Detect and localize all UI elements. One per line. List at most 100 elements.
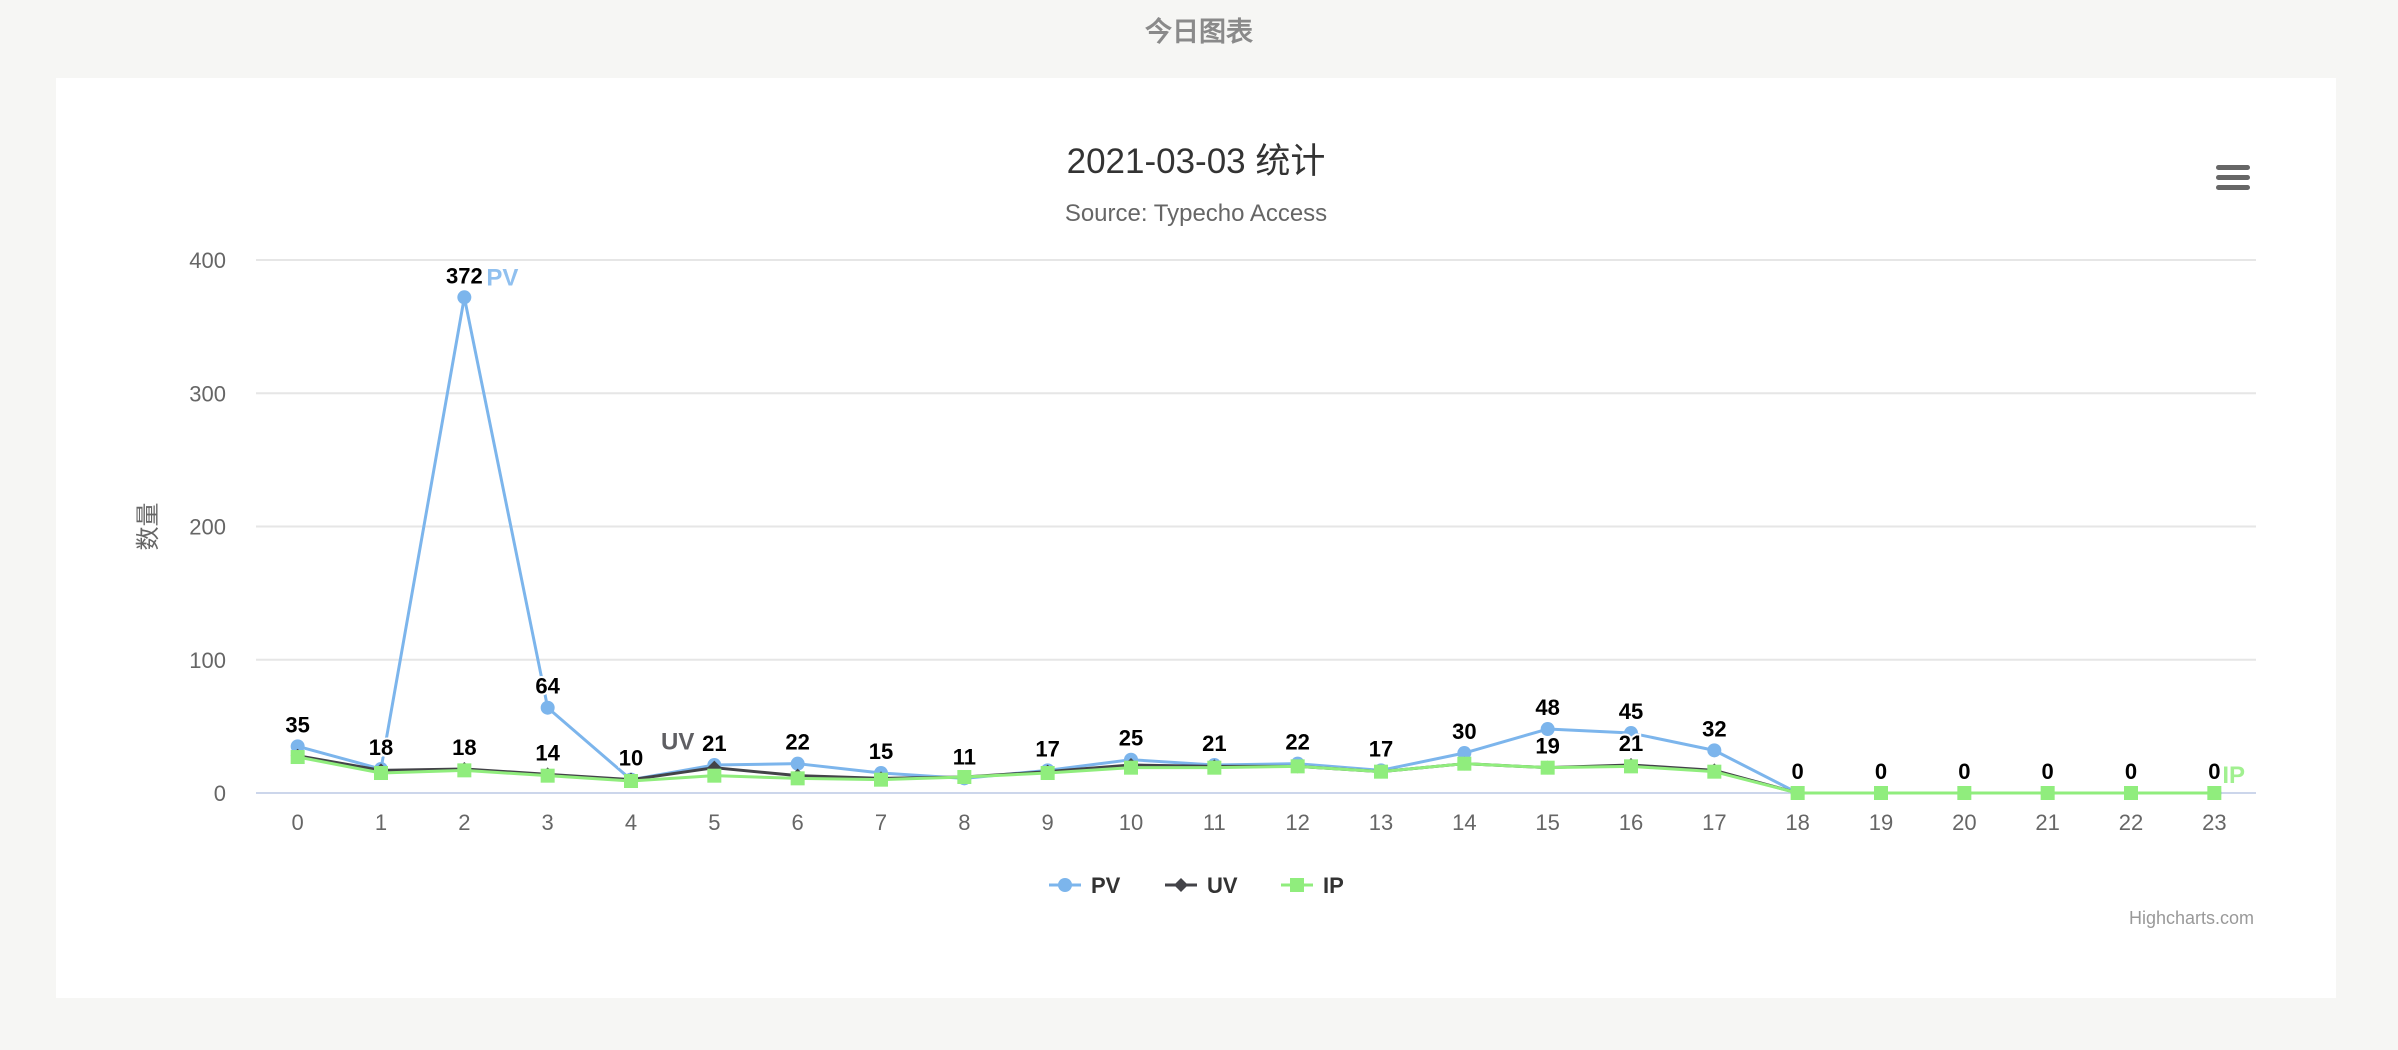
series-end-label: IP (2222, 762, 2245, 789)
data-label: 0 (2125, 759, 2137, 784)
data-point-ip[interactable] (1457, 756, 1472, 771)
data-point-pv[interactable] (1540, 722, 1555, 737)
x-tick-label: 2 (458, 810, 470, 835)
data-label: 372 (446, 263, 483, 288)
data-label: 15 (869, 739, 893, 764)
data-label: 0 (1792, 759, 1804, 784)
series-layer (290, 290, 2222, 800)
data-point-pv[interactable] (1457, 746, 1472, 761)
x-tick-label: 17 (1702, 810, 1726, 835)
data-point-ip[interactable] (1124, 760, 1138, 775)
x-tick-label: 21 (2035, 810, 2059, 835)
data-point-ip[interactable] (1790, 786, 1805, 800)
x-tick-label: 4 (625, 810, 637, 835)
data-point-ip[interactable] (1957, 786, 1972, 800)
data-point-ip[interactable] (790, 771, 805, 786)
data-point-pv[interactable] (457, 290, 472, 305)
x-tick-label: 15 (1535, 810, 1559, 835)
data-label: 11 (953, 744, 976, 769)
data-point-ip[interactable] (1624, 759, 1638, 774)
data-point-pv[interactable] (290, 739, 305, 754)
x-tick-label: 13 (1369, 810, 1393, 835)
data-point-ip[interactable] (2207, 786, 2222, 800)
x-axis: 0 1 2 3 4 5 6 7 8 9 10 11 12 13 14 15 16 17 18 19 20 21 22 23 (292, 810, 2227, 835)
data-point-ip[interactable] (374, 766, 388, 781)
page-heading: 今日图表 (1145, 17, 1253, 48)
data-label: 0 (1875, 759, 1887, 784)
data-point-ip[interactable] (1707, 764, 1722, 779)
data-point-pv[interactable] (790, 756, 805, 771)
x-tick-label: 22 (2119, 810, 2143, 835)
data-point-ip[interactable] (707, 768, 722, 783)
data-point-ip[interactable] (1374, 764, 1388, 779)
y-tick-label: 200 (189, 515, 226, 540)
y-tick-label: 400 (189, 248, 226, 273)
series-end-label: UV (661, 729, 694, 756)
legend-item-ip[interactable]: IP (1281, 873, 1344, 898)
x-tick-label: 11 (1203, 810, 1226, 835)
data-label: 10 (619, 746, 643, 771)
data-label: 0 (2042, 759, 2054, 784)
data-point-ip[interactable] (624, 774, 638, 789)
data-label: 45 (1619, 699, 1643, 724)
x-tick-label: 20 (1952, 810, 1976, 835)
data-point-ip[interactable] (1040, 766, 1055, 781)
chart-container: 2021-03-03 统计 Source: Typecho Access 0 10… (56, 78, 2336, 998)
data-point-ip[interactable] (2040, 786, 2055, 800)
data-label: 25 (1119, 726, 1143, 751)
series-pv[interactable] (290, 290, 2222, 800)
series-line-uv[interactable] (297, 754, 2215, 795)
data-label: 30 (1452, 719, 1476, 744)
data-point-ip[interactable] (874, 772, 888, 787)
data-point-ip[interactable] (1207, 760, 1222, 775)
x-tick-label: 1 (375, 810, 387, 835)
chart-menu-button[interactable] (2206, 158, 2256, 202)
line-chart: 2021-03-03 统计 Source: Typecho Access 010… (134, 142, 2256, 928)
legend-marker[interactable] (1058, 878, 1072, 892)
x-tick-label: 8 (958, 810, 970, 835)
data-point-ip[interactable] (1874, 786, 1888, 800)
data-point-ip[interactable] (2124, 786, 2138, 800)
x-tick-label: 16 (1619, 810, 1643, 835)
data-point-ip[interactable] (1290, 759, 1305, 774)
x-tick-label: 10 (1119, 810, 1143, 835)
series-line-pv[interactable] (297, 295, 2215, 795)
series-line-ip[interactable] (297, 755, 2215, 795)
legend-marker[interactable] (1174, 878, 1188, 892)
legend: PV UV IP (1049, 873, 1344, 898)
chart-subtitle: Source: Typecho Access (1065, 200, 1327, 227)
data-label: 18 (452, 735, 476, 760)
data-point-pv[interactable] (540, 700, 555, 715)
credits-link[interactable]: Highcharts.com (2129, 908, 2254, 928)
y-tick-label: 100 (189, 648, 226, 673)
data-label: 21 (1202, 731, 1226, 756)
legend-label[interactable]: UV (1207, 873, 1238, 898)
data-label: 21 (1619, 731, 1643, 756)
legend-marker[interactable] (1290, 878, 1304, 892)
data-point-pv[interactable] (1624, 726, 1638, 741)
x-tick-label: 6 (792, 810, 804, 835)
data-point-ip[interactable] (1540, 760, 1555, 775)
legend-label[interactable]: IP (1323, 873, 1344, 898)
y-axis-title: 数量 (134, 503, 162, 551)
legend-item-uv[interactable]: UV (1165, 873, 1238, 898)
data-label: 0 (2208, 759, 2220, 784)
x-tick-label: 12 (1285, 810, 1309, 835)
data-point-ip[interactable] (540, 768, 555, 783)
x-tick-label: 14 (1452, 810, 1476, 835)
data-point-ip[interactable] (290, 750, 305, 765)
data-label: 17 (1369, 736, 1393, 761)
data-label: 14 (535, 740, 560, 765)
x-tick-label: 3 (542, 810, 554, 835)
series-ip[interactable] (290, 750, 2222, 800)
data-point-ip[interactable] (957, 770, 972, 785)
data-point-ip[interactable] (457, 763, 472, 778)
legend-item-pv[interactable]: PV (1049, 873, 1121, 898)
data-label: 21 (702, 731, 726, 756)
legend-label[interactable]: PV (1091, 873, 1121, 898)
x-tick-label: 5 (708, 810, 720, 835)
x-tick-label: 9 (1042, 810, 1054, 835)
hamburger-menu-icon (2216, 165, 2250, 190)
data-point-pv[interactable] (1707, 743, 1722, 758)
y-tick-label: 0 (214, 781, 226, 806)
